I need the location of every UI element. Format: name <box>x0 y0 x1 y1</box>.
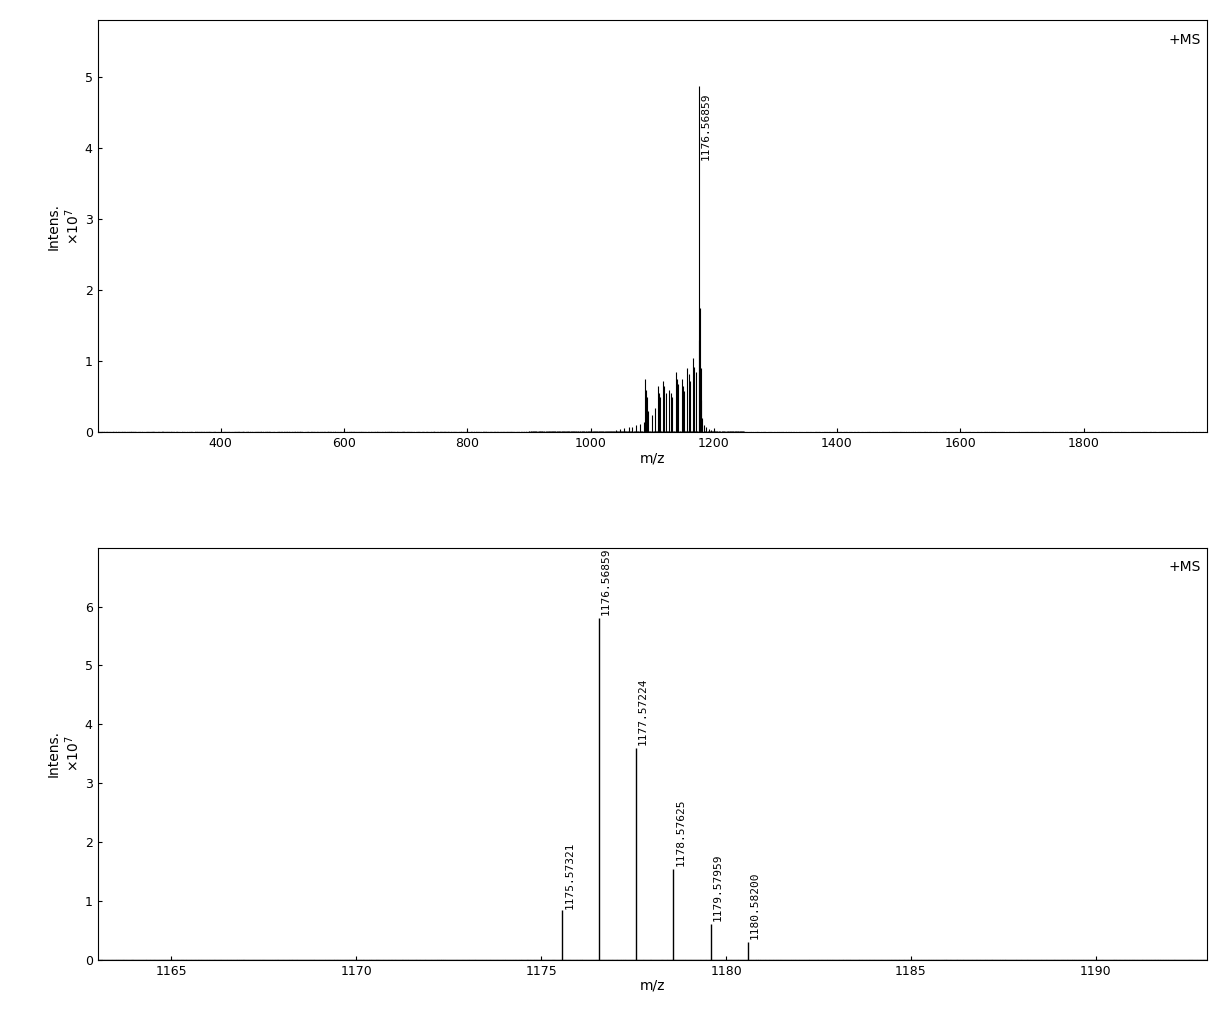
Text: 1180.58200: 1180.58200 <box>750 872 759 939</box>
Text: 1177.57224: 1177.57224 <box>639 677 649 745</box>
Text: +MS: +MS <box>1169 561 1201 574</box>
Y-axis label: Intens.
$\times$10$^7$: Intens. $\times$10$^7$ <box>46 730 82 777</box>
X-axis label: m/z: m/z <box>640 451 664 466</box>
Text: 1179.57959: 1179.57959 <box>712 854 723 922</box>
Text: 1175.57321: 1175.57321 <box>564 841 574 909</box>
X-axis label: m/z: m/z <box>640 979 664 993</box>
Text: 1176.56859: 1176.56859 <box>601 548 611 616</box>
Text: 1176.56859: 1176.56859 <box>700 93 711 160</box>
Text: +MS: +MS <box>1169 33 1201 47</box>
Y-axis label: Intens.
$\times$10$^7$: Intens. $\times$10$^7$ <box>46 203 82 250</box>
Text: 1178.57625: 1178.57625 <box>675 798 685 866</box>
